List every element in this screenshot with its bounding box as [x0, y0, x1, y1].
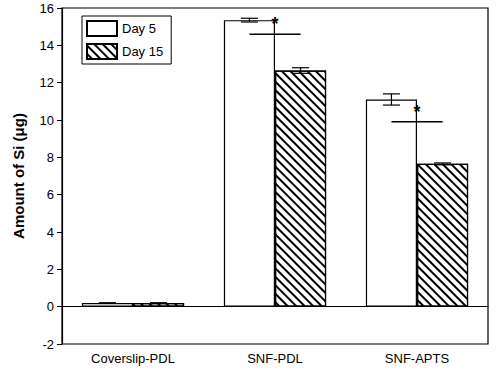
svg-text:14: 14	[40, 38, 54, 53]
svg-text:4: 4	[47, 225, 54, 240]
svg-text:Coverslip-PDL: Coverslip-PDL	[91, 351, 175, 366]
svg-text:SNF-APTS: SNF-APTS	[385, 351, 450, 366]
svg-text:2: 2	[47, 262, 54, 277]
svg-text:SNF-PDL: SNF-PDL	[247, 351, 303, 366]
svg-text:Day 5: Day 5	[122, 21, 156, 36]
svg-text:16: 16	[40, 1, 54, 16]
svg-text:8: 8	[47, 150, 54, 165]
svg-text:Day 15: Day 15	[122, 44, 163, 59]
svg-text:12: 12	[40, 75, 54, 90]
svg-text:*: *	[413, 102, 420, 122]
svg-text:6: 6	[47, 187, 54, 202]
svg-text:-2: -2	[42, 337, 54, 352]
svg-text:0: 0	[47, 299, 54, 314]
svg-text:*: *	[271, 14, 278, 34]
svg-text:10: 10	[40, 113, 54, 128]
svg-text:Amount of Si (μg): Amount of Si (μg)	[10, 113, 27, 239]
